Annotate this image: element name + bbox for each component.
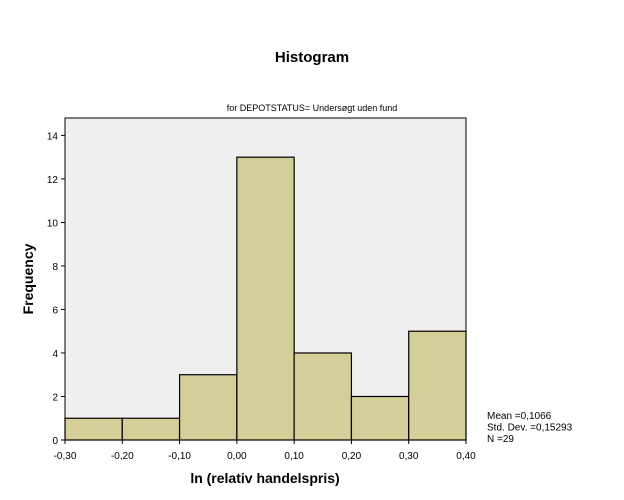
plot-frame: [64, 117, 467, 441]
y-tick-label: 10: [47, 218, 59, 229]
y-tick-label: 2: [52, 392, 58, 403]
x-tick-label: -0,20: [111, 451, 134, 462]
chart-subtitle: for DEPOTSTATUS= Undersøgt uden fund: [227, 103, 398, 113]
y-tick-label: 4: [52, 349, 58, 360]
x-tick-label: -0,30: [54, 451, 77, 462]
y-tick-label: 14: [47, 131, 59, 142]
histogram-bar: [121, 417, 181, 441]
x-tick-label: 0,00: [227, 451, 247, 462]
histogram-bar: [408, 330, 467, 441]
x-axis: -0,30 -0,20 -0,10 0,00 0,10 0,20 0,30 0,40: [54, 440, 476, 462]
histogram-bar: [178, 374, 238, 441]
x-tick-label: -0,10: [168, 451, 191, 462]
y-axis-title: Frequency: [20, 243, 36, 314]
histogram-bar: [293, 352, 353, 441]
y-tick-label: 6: [52, 305, 58, 316]
histogram-bar: [236, 156, 295, 441]
stats-line: N =29: [487, 434, 514, 445]
x-tick-label: 0,10: [284, 451, 304, 462]
stats-line: Mean =0,1066: [487, 411, 552, 422]
bars-group: [64, 156, 467, 441]
x-tick-label: 0,40: [456, 451, 476, 462]
y-tick-label: 8: [52, 262, 58, 273]
y-axis: 0 2 4 6 8 10 12 14: [47, 131, 65, 447]
x-tick-label: 0,30: [399, 451, 419, 462]
stats-line: Std. Dev. =0,15293: [487, 423, 573, 434]
y-tick-label: 0: [52, 436, 58, 447]
chart-title: Histogram: [275, 49, 349, 66]
x-tick-label: 0,20: [342, 451, 362, 462]
x-axis-title: ln (relativ handelspris): [190, 470, 339, 486]
histogram-bar: [350, 395, 410, 441]
histogram-bar: [64, 417, 123, 441]
y-tick-label: 12: [47, 175, 59, 186]
